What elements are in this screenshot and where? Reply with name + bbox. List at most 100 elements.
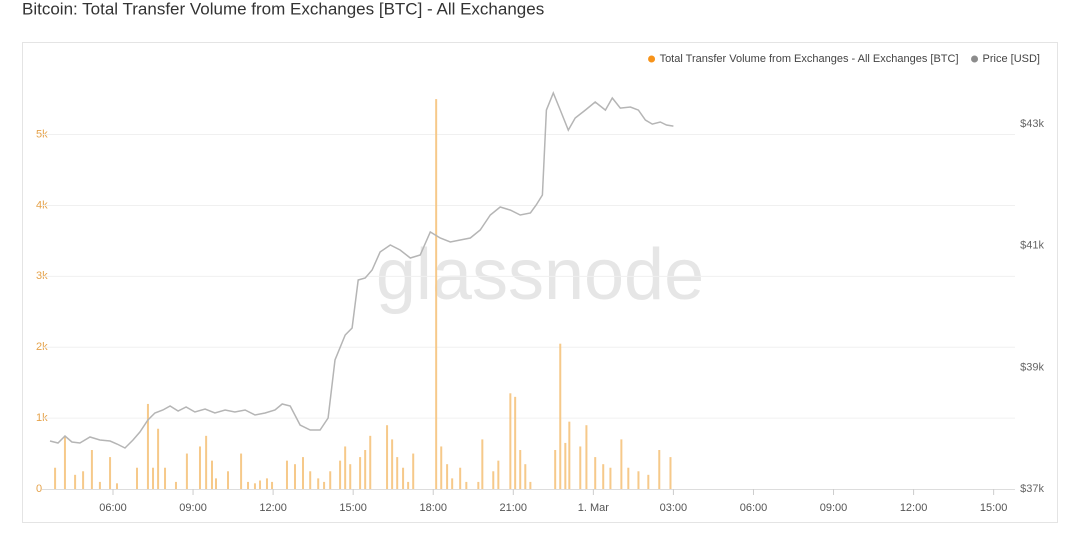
bar — [514, 396, 517, 489]
watermark: glassnode — [376, 235, 704, 315]
x-tick-label: 09:00 — [179, 502, 207, 514]
bar — [497, 460, 500, 489]
bar — [309, 471, 312, 489]
bar — [559, 343, 562, 489]
bar — [323, 481, 326, 489]
bar — [285, 460, 288, 489]
bar — [407, 481, 410, 489]
y-tick-label: 0 — [36, 483, 42, 495]
bar — [293, 464, 296, 489]
bar — [339, 460, 342, 489]
bar — [568, 421, 571, 489]
bar — [524, 464, 527, 489]
bar — [82, 471, 85, 489]
bar — [349, 464, 352, 489]
bar — [185, 453, 188, 489]
y2-tick-label: $37k — [1020, 483, 1044, 495]
bar — [579, 446, 582, 489]
bar — [152, 467, 155, 489]
legend-marker — [971, 55, 979, 63]
bar — [459, 467, 462, 489]
bar — [364, 450, 367, 489]
bar — [265, 478, 268, 489]
x-tick-label: 12:00 — [900, 502, 928, 514]
bar — [317, 478, 320, 489]
bar — [465, 481, 468, 489]
bar — [90, 450, 93, 489]
x-tick-label: 06:00 — [740, 502, 768, 514]
plot-frame — [22, 42, 1058, 523]
bar — [247, 481, 250, 489]
bar — [174, 481, 177, 489]
bar — [63, 435, 66, 489]
bar — [402, 467, 405, 489]
chart-title: Bitcoin: Total Transfer Volume from Exch… — [22, 0, 544, 18]
bar — [359, 457, 362, 489]
y2-tick-label: $39k — [1020, 361, 1044, 373]
bar — [301, 457, 304, 489]
bar — [259, 480, 262, 489]
bar — [529, 481, 532, 489]
bar — [554, 450, 557, 489]
bar — [609, 467, 612, 489]
bar — [164, 467, 167, 489]
bar — [647, 474, 650, 489]
bar — [329, 471, 332, 489]
bar — [637, 471, 640, 489]
bar — [214, 478, 217, 489]
x-tick-label: 12:00 — [259, 502, 287, 514]
legend-marker — [648, 55, 656, 63]
price-line — [49, 91, 674, 449]
y2-tick-label: $43k — [1020, 118, 1044, 130]
bar — [477, 481, 480, 489]
bar — [74, 474, 77, 489]
bar — [435, 99, 438, 490]
bar — [253, 483, 256, 489]
bar — [227, 471, 230, 489]
bar — [440, 446, 443, 489]
bar — [396, 457, 399, 489]
bar — [240, 453, 243, 489]
bar — [519, 450, 522, 489]
bar — [54, 467, 57, 489]
x-tick-label: 18:00 — [419, 502, 447, 514]
bar — [369, 435, 372, 489]
bar — [115, 483, 118, 489]
x-tick-label: 21:00 — [500, 502, 528, 514]
x-tick-label: 15:00 — [339, 502, 367, 514]
bar — [271, 481, 274, 489]
bar — [157, 428, 160, 489]
bar — [602, 464, 605, 489]
bar — [344, 446, 347, 489]
bar — [205, 435, 208, 489]
bar — [627, 467, 630, 489]
bar — [386, 425, 389, 489]
x-tick-label: 09:00 — [820, 502, 848, 514]
bar — [136, 467, 139, 489]
bar — [98, 481, 101, 489]
x-tick-label: 06:00 — [99, 502, 127, 514]
bar — [391, 439, 394, 489]
x-tick-label: 1. Mar — [578, 502, 610, 514]
bar — [509, 393, 512, 489]
legend-label: Price [USD] — [983, 53, 1040, 65]
bar — [669, 457, 672, 489]
bar — [451, 478, 454, 489]
bar — [585, 425, 588, 489]
bar — [198, 446, 201, 489]
bar — [620, 439, 623, 489]
bar — [594, 457, 597, 489]
bar — [658, 450, 661, 489]
bar — [412, 453, 415, 489]
bar — [481, 439, 484, 489]
legend-label: Total Transfer Volume from Exchanges - A… — [660, 53, 959, 65]
bar — [564, 442, 567, 489]
x-tick-label: 15:00 — [980, 502, 1008, 514]
bar — [446, 464, 449, 489]
y2-tick-label: $41k — [1020, 240, 1044, 252]
bar — [492, 471, 495, 489]
bar — [146, 403, 149, 489]
bar — [210, 460, 213, 489]
bar — [109, 457, 112, 489]
